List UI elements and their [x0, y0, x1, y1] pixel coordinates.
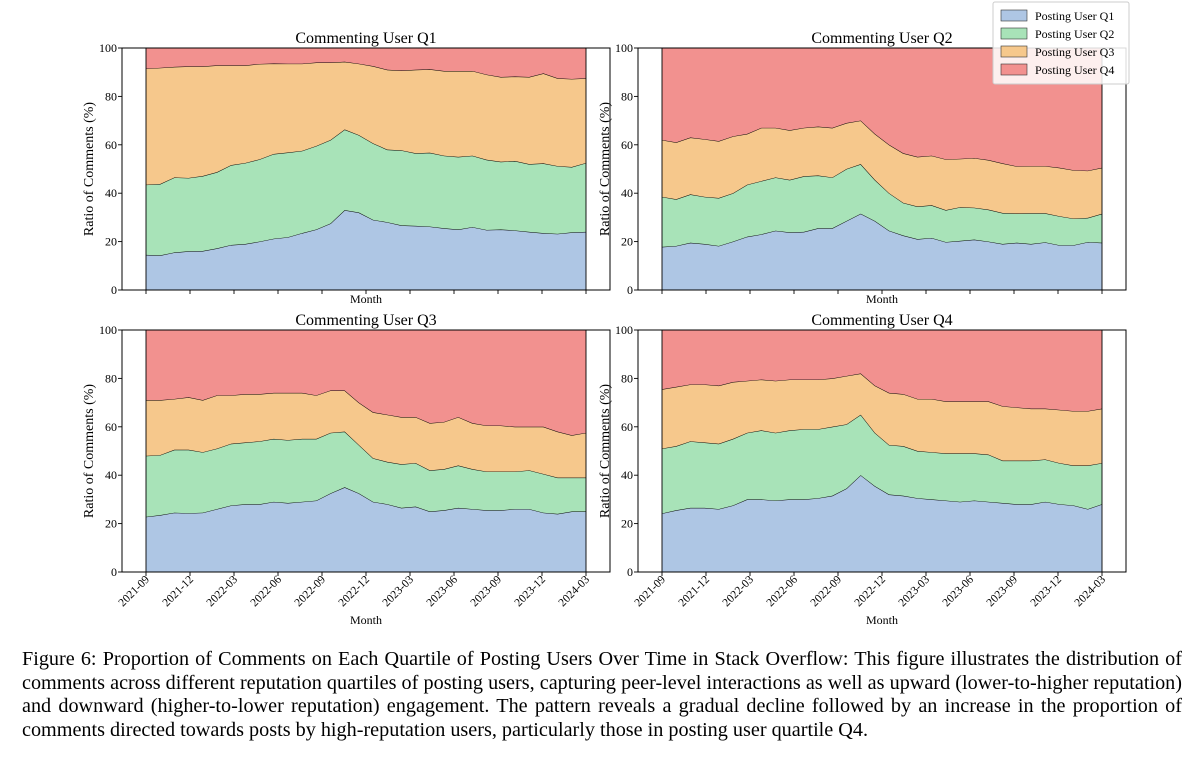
- chart-title: Commenting User Q4: [811, 312, 952, 329]
- legend-label: Posting User Q1: [1035, 9, 1114, 23]
- area-posting-user-q3: [662, 120, 1102, 219]
- x-tick-label: 2024-03: [1073, 573, 1109, 609]
- x-axis-label: Month: [350, 292, 382, 306]
- y-axis-label: Ratio of Comments (%): [82, 384, 97, 518]
- y-tick-label: 100: [99, 41, 117, 55]
- area-posting-user-q3: [146, 61, 586, 185]
- y-tick-label: 80: [105, 371, 117, 385]
- area-posting-user-q1: [662, 475, 1102, 572]
- figure-canvas: 0 20 40 60 80 100 Commenting User Q1 Month Ratio…: [82, 1, 1130, 627]
- y-tick-label: 20: [621, 235, 633, 249]
- y-tick-label: 0: [111, 283, 117, 297]
- x-axis-label: Month: [866, 292, 898, 306]
- x-tick-label: 2022-06: [249, 573, 285, 609]
- y-tick-label: 80: [621, 89, 633, 103]
- x-axis-label: Month: [350, 613, 382, 627]
- legend-box: [992, 1, 1130, 85]
- y-tick-label: 0: [627, 565, 633, 579]
- chart-title: Commenting User Q3: [295, 312, 436, 329]
- y-tick-label: 40: [105, 468, 117, 482]
- x-tick-label: 2023-06: [941, 573, 977, 609]
- legend-swatch: [1000, 9, 1028, 22]
- legend-label: Posting User Q3: [1035, 45, 1114, 59]
- y-tick-label: 60: [621, 138, 633, 152]
- area-posting-user-q2: [662, 164, 1102, 247]
- x-axis-label: Month: [866, 613, 898, 627]
- area-posting-user-q4: [662, 48, 1102, 171]
- y-axis-label: Ratio of Comments (%): [598, 102, 613, 236]
- y-tick-label: 100: [615, 323, 633, 337]
- y-tick-label: 40: [621, 468, 633, 482]
- y-tick-label: 60: [105, 420, 117, 434]
- chart-panel-4: 0 20 40 60 80 100 2021-09 2021-12 2022-03 2022-06…: [598, 312, 1127, 627]
- y-axis-label: Ratio of Comments (%): [598, 384, 613, 518]
- chart-panel-2: 0 20 40 60 80 100 Commenting User Q2 Month Ratio…: [598, 30, 1127, 306]
- y-tick-label: 80: [621, 371, 633, 385]
- x-tick-label: 2022-03: [205, 573, 241, 609]
- y-tick-label: 40: [621, 186, 633, 200]
- x-tick-label: 2023-12: [1029, 573, 1065, 609]
- legend-label: Posting User Q4: [1035, 63, 1114, 77]
- area-posting-user-q1: [146, 210, 586, 290]
- area-posting-user-q1: [662, 213, 1102, 290]
- legend: Posting User Q1 Posting User Q2 Posting Us…: [992, 1, 1130, 85]
- area-posting-user-q3: [662, 373, 1102, 466]
- y-tick-label: 100: [99, 323, 117, 337]
- x-tick-label: 2021-09: [633, 573, 669, 609]
- y-tick-label: 60: [105, 138, 117, 152]
- x-tick-label: 2023-12: [513, 573, 549, 609]
- x-tick-label: 2024-03: [557, 573, 593, 609]
- x-tick-label: 2021-12: [677, 573, 713, 609]
- y-tick-label: 20: [105, 517, 117, 531]
- area-posting-user-q2: [662, 414, 1102, 514]
- area-posting-user-q4: [662, 330, 1102, 412]
- y-tick-label: 60: [621, 420, 633, 434]
- area-posting-user-q2: [146, 431, 586, 517]
- area-posting-user-q2: [146, 129, 586, 256]
- y-tick-label: 40: [105, 186, 117, 200]
- y-tick-label: 20: [621, 517, 633, 531]
- legend-label: Posting User Q2: [1035, 27, 1114, 41]
- legend-swatch: [1000, 63, 1028, 76]
- figure-caption: Figure 6: Proportion of Comments on Each…: [22, 648, 1182, 742]
- x-tick-label: 2022-09: [293, 573, 329, 609]
- chart-title: Commenting User Q1: [295, 30, 436, 47]
- x-tick-label: 2023-03: [381, 573, 417, 609]
- legend-swatch: [1000, 45, 1028, 58]
- y-tick-label: 100: [615, 41, 633, 55]
- chart-title: Commenting User Q2: [811, 30, 952, 47]
- x-tick-label: 2021-12: [161, 573, 197, 609]
- x-tick-label: 2023-09: [985, 573, 1021, 609]
- caption-text: Proportion of Comments on Each Quartile …: [22, 648, 1183, 741]
- x-tick-label: 2023-06: [425, 573, 461, 609]
- y-tick-label: 80: [105, 89, 117, 103]
- x-tick-label: 2023-03: [897, 573, 933, 609]
- y-tick-label: 0: [111, 565, 117, 579]
- chart-panel-3: 0 20 40 60 80 100 2021-09 2021-12 2022-03 2022-06…: [82, 312, 611, 627]
- x-tick-label: 2022-06: [765, 573, 801, 609]
- x-tick-label: 2022-12: [337, 573, 373, 609]
- area-posting-user-q4: [146, 330, 586, 436]
- y-tick-label: 0: [627, 283, 633, 297]
- x-tick-label: 2021-09: [117, 573, 153, 609]
- chart-panel-1: 0 20 40 60 80 100 Commenting User Q1 Month Ratio…: [82, 30, 611, 306]
- legend-swatch: [1000, 27, 1028, 40]
- x-tick-label: 2023-09: [469, 573, 505, 609]
- caption-label: Figure 6:: [22, 648, 97, 670]
- y-axis-label: Ratio of Comments (%): [82, 102, 97, 236]
- y-tick-label: 20: [105, 235, 117, 249]
- x-tick-label: 2022-03: [721, 573, 757, 609]
- area-posting-user-q3: [146, 390, 586, 478]
- x-tick-label: 2022-09: [809, 573, 845, 609]
- area-posting-user-q4: [146, 48, 586, 79]
- area-posting-user-q1: [146, 487, 586, 572]
- x-tick-label: 2022-12: [853, 573, 889, 609]
